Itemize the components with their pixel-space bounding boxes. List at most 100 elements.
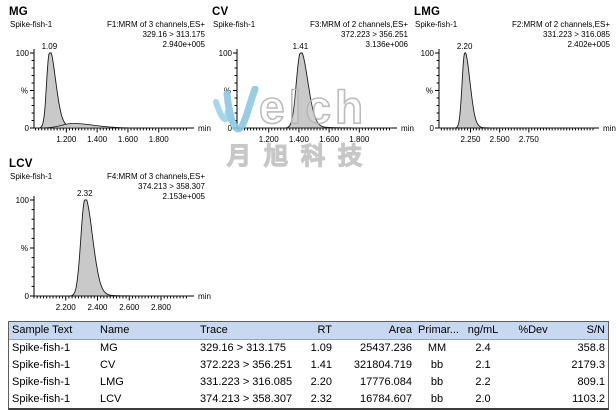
table-header-row: Sample Text Name Trace RT Area Primar... ng/mL…: [9, 322, 608, 340]
svg-text:1.400: 1.400: [289, 135, 310, 144]
table-cell: [507, 340, 559, 357]
mass-transition-text: 331.223 > 316.085: [543, 30, 610, 39]
table-header-cell: RT: [317, 324, 332, 336]
table-row[interactable]: Spike-fish-1 LMG 331.223 > 316.085 2.20 1777…: [9, 374, 608, 391]
chromatogram-plot-cv: 100% 0 min 1.200 1.400 1.600 1.800 1.41: [219, 42, 414, 144]
svg-text:1.200: 1.200: [259, 135, 280, 144]
svg-text:1.600: 1.600: [319, 135, 340, 144]
svg-text:1.41: 1.41: [293, 42, 309, 51]
mrm-function-text: F1:MRM of 3 channels,ES+: [106, 20, 205, 29]
chromatogram-panel-cv: CV Spike-fish-1 F3:MRM of 2 channels,ES+…: [211, 6, 414, 158]
mass-transition-text: 374.213 > 358.307: [138, 182, 205, 191]
compound-name: MG: [9, 6, 28, 18]
sample-name: Spike-fish-1: [10, 172, 53, 181]
sample-name: Spike-fish-1: [415, 20, 458, 29]
table-header-cell: %Dev: [518, 324, 548, 336]
svg-text:1.09: 1.09: [42, 42, 58, 51]
chromatogram-panel-lmg: LMG Spike-fish-1 F2:MRM of 2 channels,ES…: [413, 6, 616, 158]
table-cell: 2.20: [310, 376, 332, 388]
chromatogram-panel-mg: MG Spike-fish-1 F1:MRM of 3 channels,ES+…: [8, 6, 211, 158]
table-cell: bb: [430, 393, 444, 405]
quantify-results-table: Sample Text Name Trace RT Area Primar... ng/mL…: [8, 321, 609, 410]
table-cell: Spike-fish-1: [12, 342, 71, 354]
acquisition-info: F4:MRM of 3 channels,ES+ 374.213 > 358.3…: [107, 172, 205, 202]
table-row[interactable]: Spike-fish-1 LCV 374.213 > 358.307 2.32 1678…: [9, 391, 608, 408]
table-cell: 331.223 > 316.085: [200, 376, 293, 388]
table-cell: 1.41: [310, 359, 332, 371]
svg-text:min: min: [401, 124, 414, 133]
mrm-function-text: F4:MRM of 3 channels,ES+: [106, 172, 205, 181]
svg-text:100: 100: [219, 49, 233, 58]
table-cell: 358.8: [577, 342, 605, 354]
svg-text:2.750: 2.750: [519, 135, 540, 144]
svg-text:2.800: 2.800: [151, 303, 172, 312]
mass-transition-text: 372.223 > 356.251: [341, 30, 408, 39]
table-header-cell: S/N: [586, 324, 605, 336]
svg-text:2.200: 2.200: [56, 303, 77, 312]
table-cell: LMG: [100, 376, 124, 388]
svg-text:2.250: 2.250: [460, 135, 481, 144]
table-cell: Spike-fish-1: [12, 359, 71, 371]
table-cell: Spike-fish-1: [12, 376, 71, 388]
svg-text:0: 0: [228, 124, 233, 133]
acquisition-info: F1:MRM of 3 channels,ES+ 329.16 > 313.17…: [107, 20, 205, 50]
table-row[interactable]: Spike-fish-1 CV 372.223 > 356.251 1.41 32180…: [9, 357, 608, 374]
table-cell: MM: [427, 342, 447, 354]
table-cell: bb: [430, 376, 444, 388]
intensity-text: 2.153e+005: [162, 192, 206, 201]
intensity-text: 3.136e+006: [365, 40, 409, 49]
svg-text:1.400: 1.400: [87, 135, 108, 144]
table-cell: 1.09: [310, 342, 332, 354]
compound-name: LCV: [9, 158, 33, 170]
table-cell: [507, 374, 559, 391]
svg-text:min: min: [198, 292, 211, 301]
svg-text:%: %: [21, 87, 28, 96]
compound-name: LMG: [414, 6, 441, 18]
chromatogram-plot-lcv: 100% 0 min 2.200 2.400 2.600 2.800 2.32: [16, 189, 211, 312]
svg-text:min: min: [603, 124, 616, 133]
table-cell: 2.4: [475, 342, 491, 354]
table-cell: 25437.236: [360, 342, 412, 354]
mrm-function-text: F2:MRM of 2 channels,ES+: [511, 20, 610, 29]
chromatogram-plot-mg: 100% 0 min 1.200 1.400 1.600 1.800 1.09: [16, 42, 211, 144]
svg-text:1.800: 1.800: [149, 135, 170, 144]
table-header-cell: Sample Text: [12, 324, 73, 336]
svg-text:100: 100: [16, 49, 30, 58]
table-cell: 321804.719: [353, 359, 412, 371]
svg-text:1.600: 1.600: [118, 135, 139, 144]
table-cell: 2.1: [475, 359, 491, 371]
table-cell: LCV: [100, 393, 122, 405]
svg-text:2.500: 2.500: [490, 135, 511, 144]
table-cell: 2.0: [475, 393, 491, 405]
mrm-function-text: F3:MRM of 2 channels,ES+: [309, 20, 408, 29]
svg-text:%: %: [426, 87, 433, 96]
svg-text:1.200: 1.200: [56, 135, 77, 144]
table-cell: 16784.607: [360, 393, 412, 405]
table-header-cell: Primar...: [418, 324, 459, 336]
svg-text:0: 0: [25, 292, 30, 301]
intensity-text: 2.940e+005: [162, 40, 206, 49]
intensity-text: 2.402e+005: [567, 40, 611, 49]
table-cell: Spike-fish-1: [12, 393, 71, 405]
svg-text:2.20: 2.20: [457, 42, 473, 51]
svg-text:2.32: 2.32: [77, 189, 93, 198]
svg-text:0: 0: [430, 124, 435, 133]
table-cell: CV: [100, 359, 116, 371]
acquisition-info: F3:MRM of 2 channels,ES+ 372.223 > 356.2…: [310, 20, 408, 50]
table-cell: [507, 357, 559, 374]
svg-text:%: %: [21, 244, 28, 253]
table-cell: 374.213 > 358.307: [200, 393, 293, 405]
table-cell: [507, 391, 559, 408]
table-header-cell: ng/mL: [467, 324, 499, 336]
table-cell: 2.32: [310, 393, 332, 405]
table-cell: 372.223 > 356.251: [200, 359, 293, 371]
table-cell: 329.16 > 313.175: [200, 342, 286, 354]
table-cell: 809.1: [577, 376, 605, 388]
svg-text:0: 0: [25, 124, 30, 133]
svg-text:2.400: 2.400: [87, 303, 108, 312]
table-cell: 1103.2: [572, 393, 605, 405]
svg-text:min: min: [198, 124, 211, 133]
compound-name: CV: [212, 6, 229, 18]
table-row[interactable]: Spike-fish-1 MG 329.16 > 313.175 1.09 25437.…: [9, 340, 608, 357]
